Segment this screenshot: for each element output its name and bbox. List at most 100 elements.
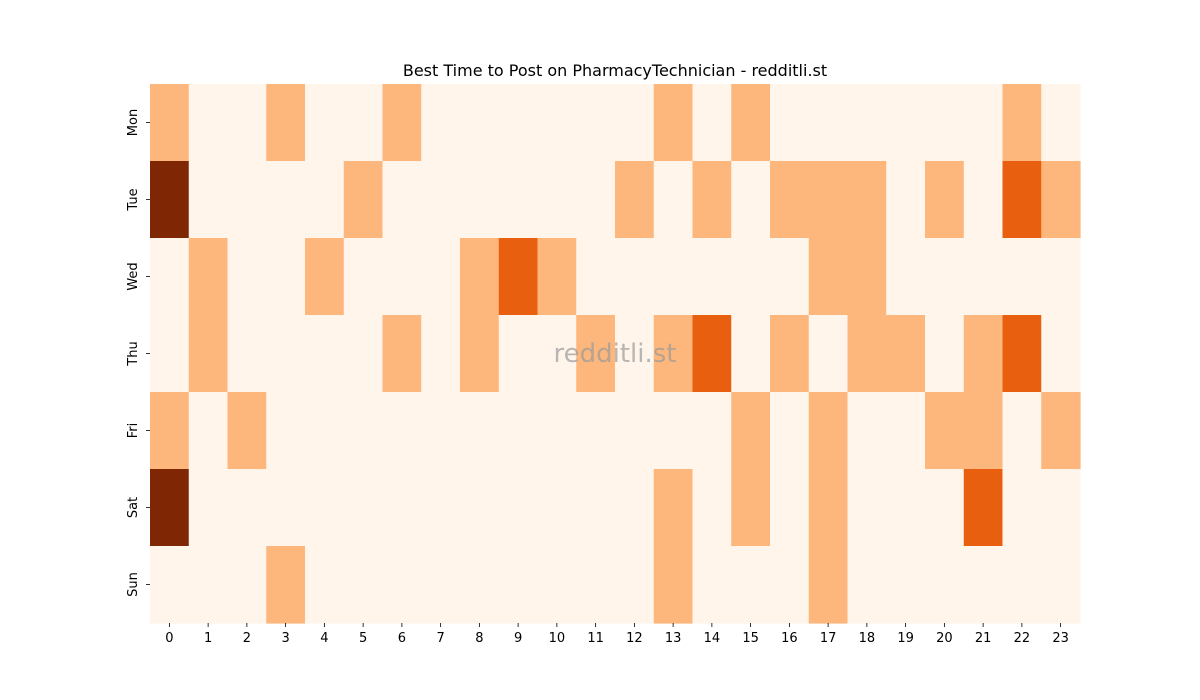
heatmap-cell-wed-15 [731, 238, 771, 316]
heatmap-cell-mon-10 [537, 84, 577, 162]
heatmap-cell-mon-21 [963, 84, 1004, 162]
heatmap-cell-sun-6 [382, 546, 422, 624]
x-tick-label: 14 [704, 631, 721, 646]
y-tick-label-wed: Wed [126, 262, 141, 290]
heatmap-cell-wed-19 [886, 238, 926, 316]
chart-title: Best Time to Post on PharmacyTechnician … [403, 61, 827, 80]
heatmap-cell-fri-11 [576, 392, 616, 470]
x-tick-label: 22 [1014, 631, 1031, 646]
heatmap-cell-tue-4 [305, 161, 345, 239]
x-axis: 0 1 2 3 4 5 6 7 8 9 10 11 12 13 14 15 16 17 18 19 20 21 22 23 [165, 623, 1069, 646]
heatmap-cell-fri-21 [963, 392, 1004, 470]
heatmap-cell-mon-13 [653, 84, 694, 162]
heatmap-cell-mon-7 [421, 84, 461, 162]
heatmap-cell-thu-3 [266, 315, 306, 393]
heatmap-cell-thu-19 [886, 315, 926, 393]
heatmap-cell-sat-18 [847, 469, 887, 547]
x-tick-label: 1 [204, 631, 212, 646]
x-tick-label: 16 [781, 631, 798, 646]
heatmap-cell-thu-21 [963, 315, 1004, 393]
heatmap-cell-tue-14 [692, 161, 732, 239]
heatmap-cell-tue-3 [266, 161, 306, 239]
heatmap-cell-sun-15 [731, 546, 771, 624]
heatmap-cell-fri-23 [1041, 392, 1081, 470]
heatmap-cell-sat-14 [692, 469, 732, 547]
heatmap-cell-sat-12 [615, 469, 655, 547]
heatmap-cell-sun-4 [305, 546, 345, 624]
heatmap-cell-sat-6 [382, 469, 422, 547]
x-tick-label: 9 [514, 631, 522, 646]
heatmap-cell-mon-8 [460, 84, 500, 162]
x-tick-label: 19 [897, 631, 914, 646]
heatmap-cell-tue-8 [460, 161, 500, 239]
heatmap-cell-sat-20 [925, 469, 965, 547]
x-tick-label: 20 [936, 631, 953, 646]
heatmap-cell-tue-15 [731, 161, 771, 239]
heatmap-cell-wed-14 [692, 238, 732, 316]
heatmap-cell-thu-23 [1041, 315, 1081, 393]
x-tick-label: 13 [665, 631, 682, 646]
heatmap-cell-wed-12 [615, 238, 655, 316]
heatmap-cell-thu-1 [188, 315, 229, 393]
heatmap-cell-tue-17 [808, 161, 849, 239]
heatmap-cell-fri-8 [460, 392, 500, 470]
heatmap-cell-sun-0 [150, 546, 190, 624]
heatmap-cell-sun-7 [421, 546, 461, 624]
y-tick-label-fri: Fri [126, 423, 141, 439]
x-tick-label: 18 [859, 631, 876, 646]
heatmap-cell-thu-9 [498, 315, 539, 393]
heatmap-cell-thu-13 [653, 315, 694, 393]
heatmap-cell-fri-3 [266, 392, 306, 470]
x-tick-label: 11 [587, 631, 604, 646]
x-tick-label: 6 [398, 631, 406, 646]
heatmap-cell-sat-10 [537, 469, 577, 547]
heatmap-cell-tue-7 [421, 161, 461, 239]
x-tick-label: 3 [281, 631, 289, 646]
heatmap-cell-tue-9 [498, 161, 539, 239]
heatmap-cell-sun-10 [537, 546, 577, 624]
heatmap-cell-tue-21 [963, 161, 1004, 239]
heatmap-cell-sun-2 [227, 546, 267, 624]
x-tick-label: 21 [975, 631, 992, 646]
x-tick-label: 10 [549, 631, 566, 646]
heatmap-cell-wed-2 [227, 238, 267, 316]
heatmap-cell-mon-12 [615, 84, 655, 162]
heatmap-cell-thu-8 [460, 315, 500, 393]
heatmap-cell-sun-3 [266, 546, 306, 624]
heatmap-cell-fri-16 [770, 392, 810, 470]
heatmap-cell-fri-17 [808, 392, 849, 470]
heatmap-cell-wed-5 [343, 238, 384, 316]
heatmap-cell-thu-20 [925, 315, 965, 393]
heatmap-cell-sat-4 [305, 469, 345, 547]
heatmap-cell-wed-11 [576, 238, 616, 316]
heatmap-cell-sun-13 [653, 546, 694, 624]
x-tick-label: 5 [359, 631, 367, 646]
heatmap-cell-tue-11 [576, 161, 616, 239]
heatmap-cell-sat-19 [886, 469, 926, 547]
heatmap-cell-sun-21 [963, 546, 1004, 624]
heatmap-cell-sat-1 [188, 469, 229, 547]
heatmap-cell-sat-0 [150, 469, 190, 547]
heatmap-cell-thu-4 [305, 315, 345, 393]
heatmap-cell-mon-15 [731, 84, 771, 162]
y-tick-label-thu: Thu [126, 341, 141, 366]
x-tick-label: 23 [1052, 631, 1069, 646]
heatmap-cell-wed-13 [653, 238, 694, 316]
heatmap-cell-fri-18 [847, 392, 887, 470]
heatmap-cell-wed-22 [1002, 238, 1042, 316]
heatmap-cell-sat-23 [1041, 469, 1081, 547]
heatmap-cell-tue-6 [382, 161, 422, 239]
heatmap-cell-tue-12 [615, 161, 655, 239]
heatmap-cell-wed-9 [498, 238, 539, 316]
heatmap-cell-sun-9 [498, 546, 539, 624]
heatmap-cell-thu-12 [615, 315, 655, 393]
heatmap-cell-fri-19 [886, 392, 926, 470]
heatmap-cell-fri-13 [653, 392, 694, 470]
heatmap-cell-fri-10 [537, 392, 577, 470]
heatmap-cell-sun-8 [460, 546, 500, 624]
heatmap-cell-wed-1 [188, 238, 229, 316]
x-tick-label: 12 [626, 631, 643, 646]
heatmap-cell-sat-13 [653, 469, 694, 547]
heatmap-cell-fri-2 [227, 392, 267, 470]
x-tick-label: 17 [820, 631, 837, 646]
